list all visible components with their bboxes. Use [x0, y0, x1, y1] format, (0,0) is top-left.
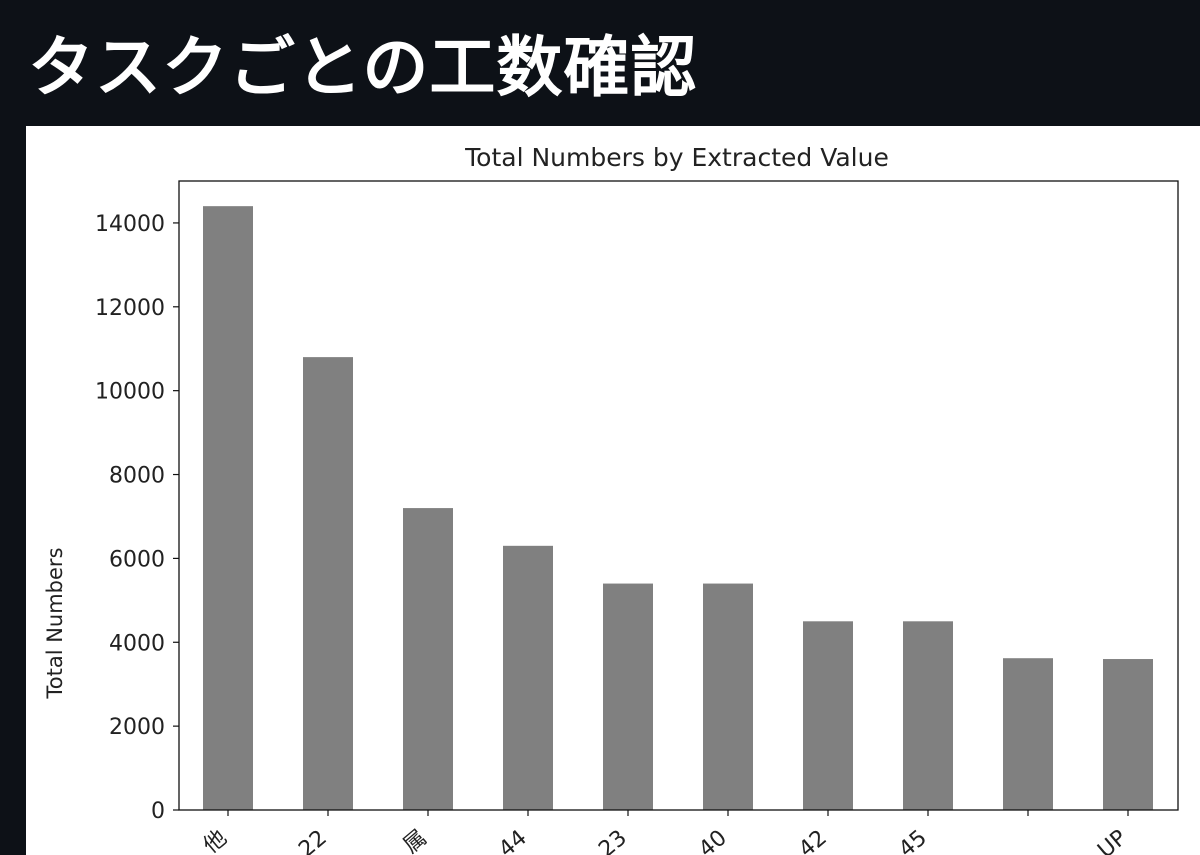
x-tick-label-6: 42 — [794, 825, 832, 855]
y-axis-label: Total Numbers — [43, 547, 67, 699]
bar-0 — [203, 206, 253, 810]
y-tick-label-4: 8000 — [109, 464, 165, 489]
x-tick-label-5: 40 — [694, 825, 732, 855]
y-tick-label-7: 14000 — [95, 212, 165, 237]
chart-title: Total Numbers by Extracted Value — [464, 143, 889, 172]
y-tick-label-3: 6000 — [109, 547, 165, 572]
bar-9 — [1103, 659, 1153, 810]
y-tick-label-6: 12000 — [95, 296, 165, 321]
x-tick-label-2: 属 — [399, 825, 432, 855]
y-tick-label-1: 2000 — [109, 715, 165, 740]
x-tick-label-4: 23 — [594, 825, 632, 855]
bar-6 — [803, 621, 853, 810]
plot-frame — [178, 180, 1179, 811]
x-tick-label-0: 他 — [199, 825, 232, 855]
x-tick-label-9: UP — [1093, 825, 1132, 855]
bar-2 — [403, 508, 453, 810]
bar-4 — [603, 583, 653, 810]
bar-1 — [303, 357, 353, 810]
x-tick-label-3: 44 — [494, 825, 532, 855]
plot-area: 0 2000 4000 6000 8000 10000 12000 14000 他 22 属 44 23… — [95, 180, 1179, 855]
bar-3 — [503, 545, 553, 810]
bar-chart: Total Numbers by Extracted Value Total N… — [43, 143, 1179, 855]
slide-title: タスクごとの工数確認 — [28, 29, 698, 106]
x-tick-label-7: 45 — [894, 825, 932, 855]
y-tick-label-5: 10000 — [95, 380, 165, 405]
y-tick-label-0: 0 — [151, 799, 165, 824]
y-tick-label-2: 4000 — [109, 631, 165, 656]
chart-card: Total Numbers by Extracted Value Total N… — [26, 126, 1200, 855]
bar-5 — [703, 583, 753, 810]
bar-7 — [903, 621, 953, 810]
bar-8 — [1003, 658, 1053, 810]
x-tick-label-1: 22 — [294, 825, 332, 855]
